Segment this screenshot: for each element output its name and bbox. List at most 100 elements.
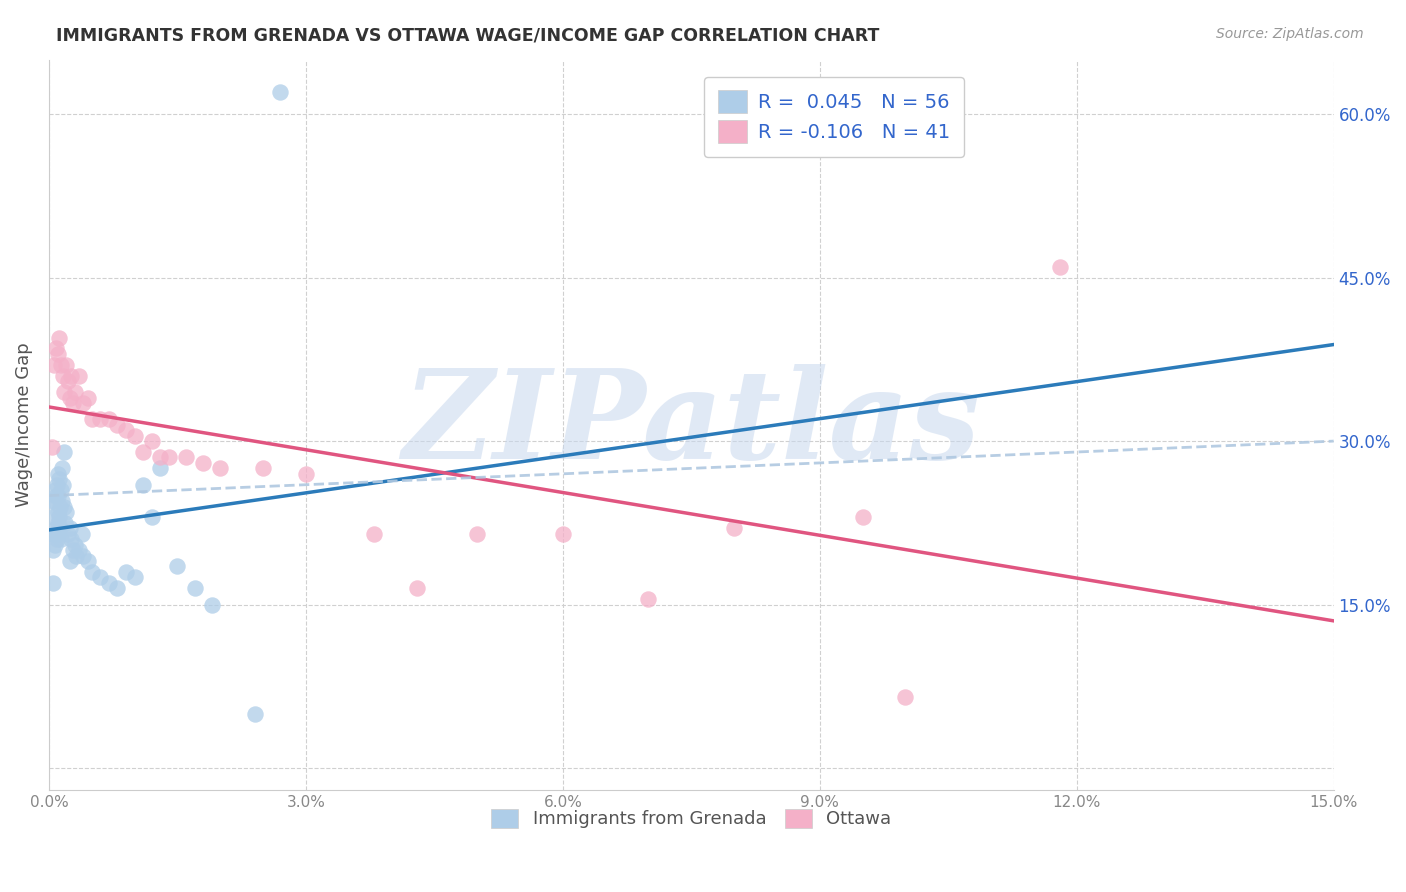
Point <box>252 461 274 475</box>
Point <box>56 526 79 541</box>
Text: Source: ZipAtlas.com: Source: ZipAtlas.com <box>1216 27 1364 41</box>
Point <box>852 510 875 524</box>
Point <box>465 526 488 541</box>
Point <box>42 358 65 372</box>
Point <box>63 385 86 400</box>
Point <box>42 575 65 590</box>
Point <box>60 368 83 383</box>
Point <box>76 554 98 568</box>
Point <box>174 450 197 465</box>
Point <box>45 532 67 546</box>
Point <box>58 521 80 535</box>
Point <box>72 549 94 563</box>
Point <box>62 396 84 410</box>
Point <box>53 385 76 400</box>
Point <box>52 368 75 383</box>
Point <box>157 450 180 465</box>
Point <box>41 440 63 454</box>
Point <box>52 445 75 459</box>
Point <box>56 374 79 388</box>
Point <box>52 477 75 491</box>
Point <box>89 412 111 426</box>
Point <box>76 391 98 405</box>
Point <box>124 428 146 442</box>
Point <box>70 526 93 541</box>
Point <box>89 570 111 584</box>
Point <box>45 477 67 491</box>
Point <box>637 592 659 607</box>
Point <box>45 489 67 503</box>
Point <box>46 347 69 361</box>
Point <box>132 445 155 459</box>
Point <box>406 581 429 595</box>
Point <box>67 543 90 558</box>
Point <box>46 467 69 481</box>
Point <box>45 342 67 356</box>
Point <box>67 368 90 383</box>
Point <box>44 538 66 552</box>
Point <box>894 690 917 705</box>
Point <box>48 505 70 519</box>
Point <box>48 526 70 541</box>
Point <box>55 505 77 519</box>
Point <box>149 450 172 465</box>
Y-axis label: Wage/Income Gap: Wage/Income Gap <box>15 343 32 508</box>
Point <box>51 461 73 475</box>
Point <box>63 538 86 552</box>
Point <box>42 526 65 541</box>
Point <box>141 510 163 524</box>
Point <box>191 456 214 470</box>
Point <box>49 521 72 535</box>
Point <box>48 472 70 486</box>
Point <box>723 521 745 535</box>
Point <box>80 412 103 426</box>
Point <box>80 565 103 579</box>
Point <box>53 516 76 530</box>
Point <box>51 494 73 508</box>
Point <box>115 423 138 437</box>
Point <box>295 467 318 481</box>
Point <box>107 417 129 432</box>
Point <box>60 532 83 546</box>
Point <box>55 358 77 372</box>
Point <box>551 526 574 541</box>
Point <box>243 706 266 721</box>
Point <box>59 554 82 568</box>
Point <box>141 434 163 449</box>
Point <box>58 391 80 405</box>
Point <box>45 521 67 535</box>
Text: IMMIGRANTS FROM GRENADA VS OTTAWA WAGE/INCOME GAP CORRELATION CHART: IMMIGRANTS FROM GRENADA VS OTTAWA WAGE/I… <box>56 27 880 45</box>
Point <box>41 526 63 541</box>
Point <box>65 549 87 563</box>
Point <box>44 483 66 498</box>
Point <box>1049 260 1071 274</box>
Point <box>269 85 291 99</box>
Point <box>46 489 69 503</box>
Point <box>363 526 385 541</box>
Point <box>183 581 205 595</box>
Point <box>97 412 120 426</box>
Point <box>62 543 84 558</box>
Point <box>41 510 63 524</box>
Point <box>49 483 72 498</box>
Point <box>115 565 138 579</box>
Point <box>42 543 65 558</box>
Point <box>97 575 120 590</box>
Point <box>48 510 70 524</box>
Point <box>166 559 188 574</box>
Point <box>42 494 65 508</box>
Point <box>53 500 76 514</box>
Point <box>72 396 94 410</box>
Point <box>49 358 72 372</box>
Text: ZIPatlas: ZIPatlas <box>402 364 980 485</box>
Point <box>46 516 69 530</box>
Legend: Immigrants from Grenada, Ottawa: Immigrants from Grenada, Ottawa <box>484 802 898 836</box>
Point <box>201 598 224 612</box>
Point <box>132 477 155 491</box>
Point <box>49 532 72 546</box>
Point <box>107 581 129 595</box>
Point <box>48 330 70 344</box>
Point <box>124 570 146 584</box>
Point <box>209 461 232 475</box>
Point <box>49 500 72 514</box>
